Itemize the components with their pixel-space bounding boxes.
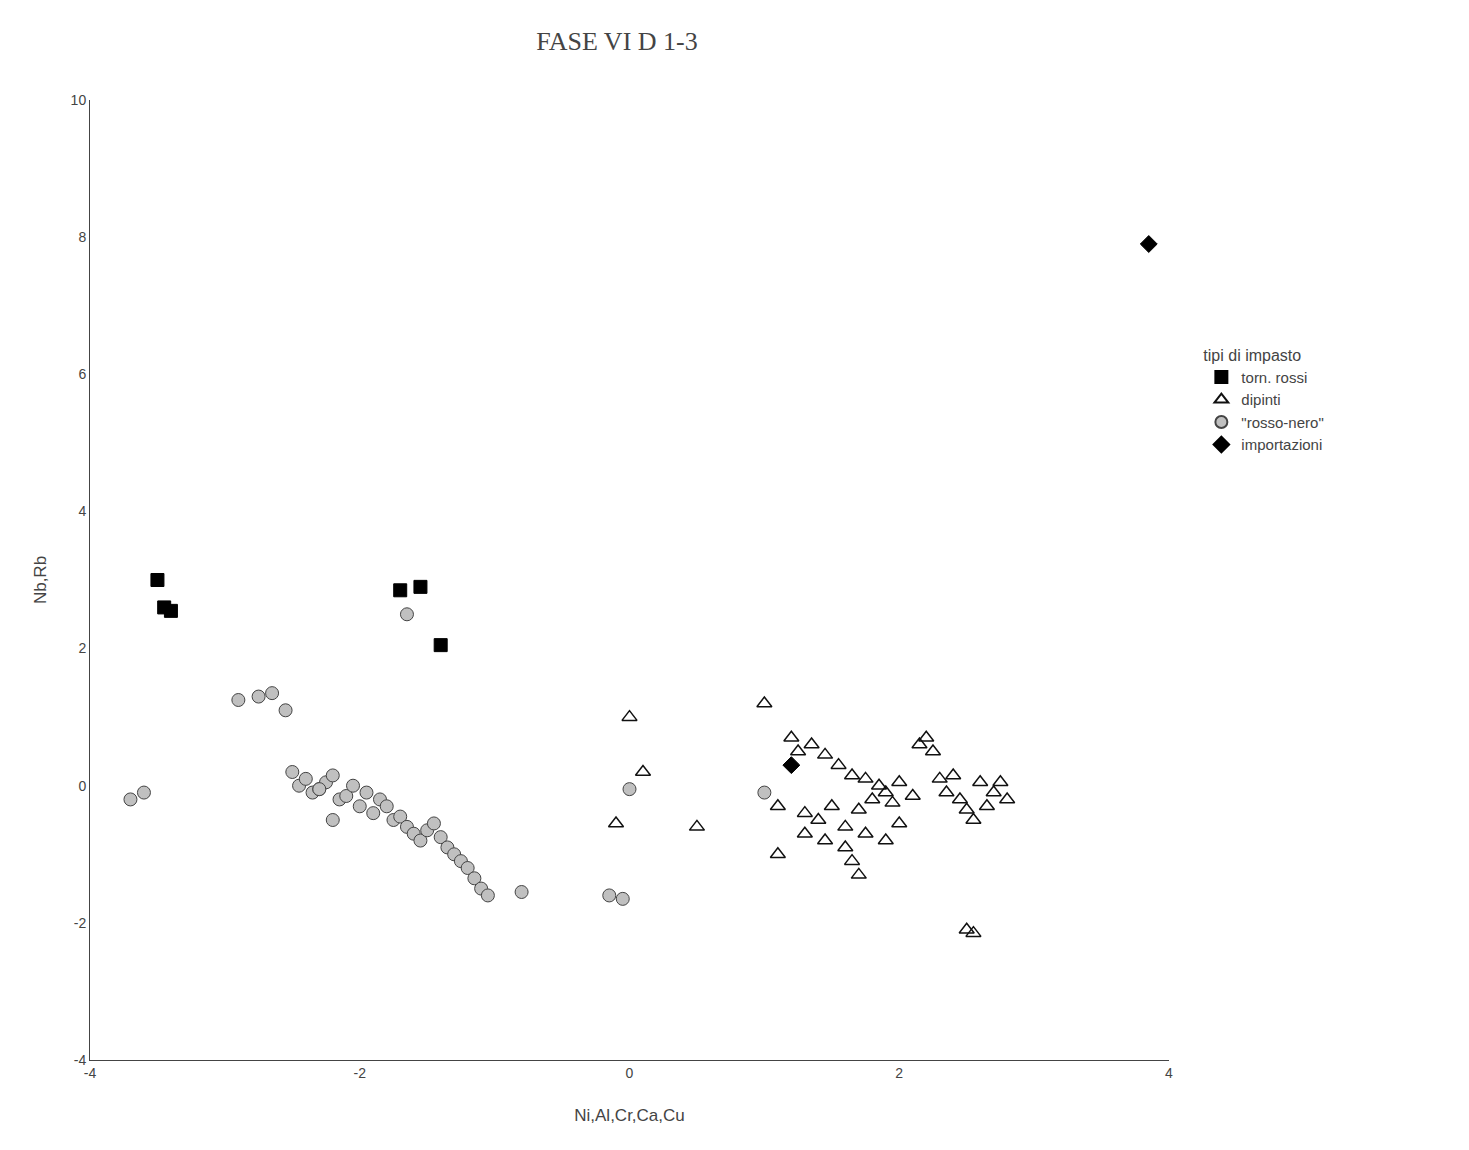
svg-text:10: 10 xyxy=(71,92,87,108)
svg-text:0: 0 xyxy=(626,1065,634,1081)
svg-text:6: 6 xyxy=(78,366,86,382)
svg-text:4: 4 xyxy=(1165,1065,1173,1081)
svg-text:0: 0 xyxy=(78,778,86,794)
svg-text:Nb,Rb: Nb,Rb xyxy=(31,556,50,604)
svg-text:2: 2 xyxy=(895,1065,903,1081)
svg-text:8: 8 xyxy=(78,229,86,245)
svg-text:4: 4 xyxy=(78,503,86,519)
svg-text:Ni,Al,Cr,Ca,Cu: Ni,Al,Cr,Ca,Cu xyxy=(574,1106,685,1125)
svg-text:FASE VI D 1-3: FASE VI D 1-3 xyxy=(536,27,698,56)
svg-text:2: 2 xyxy=(78,640,86,656)
svg-text:-4: -4 xyxy=(84,1065,97,1081)
svg-text:tipi di impasto: tipi di impasto xyxy=(1203,347,1301,364)
svg-text:importazioni: importazioni xyxy=(1241,436,1322,453)
svg-text:"rosso-nero": "rosso-nero" xyxy=(1241,414,1323,431)
svg-text:-2: -2 xyxy=(354,1065,367,1081)
svg-text:dipinti: dipinti xyxy=(1241,391,1280,408)
svg-text:torn. rossi: torn. rossi xyxy=(1241,369,1307,386)
svg-text:-2: -2 xyxy=(74,915,87,931)
svg-text:-4: -4 xyxy=(74,1052,87,1068)
